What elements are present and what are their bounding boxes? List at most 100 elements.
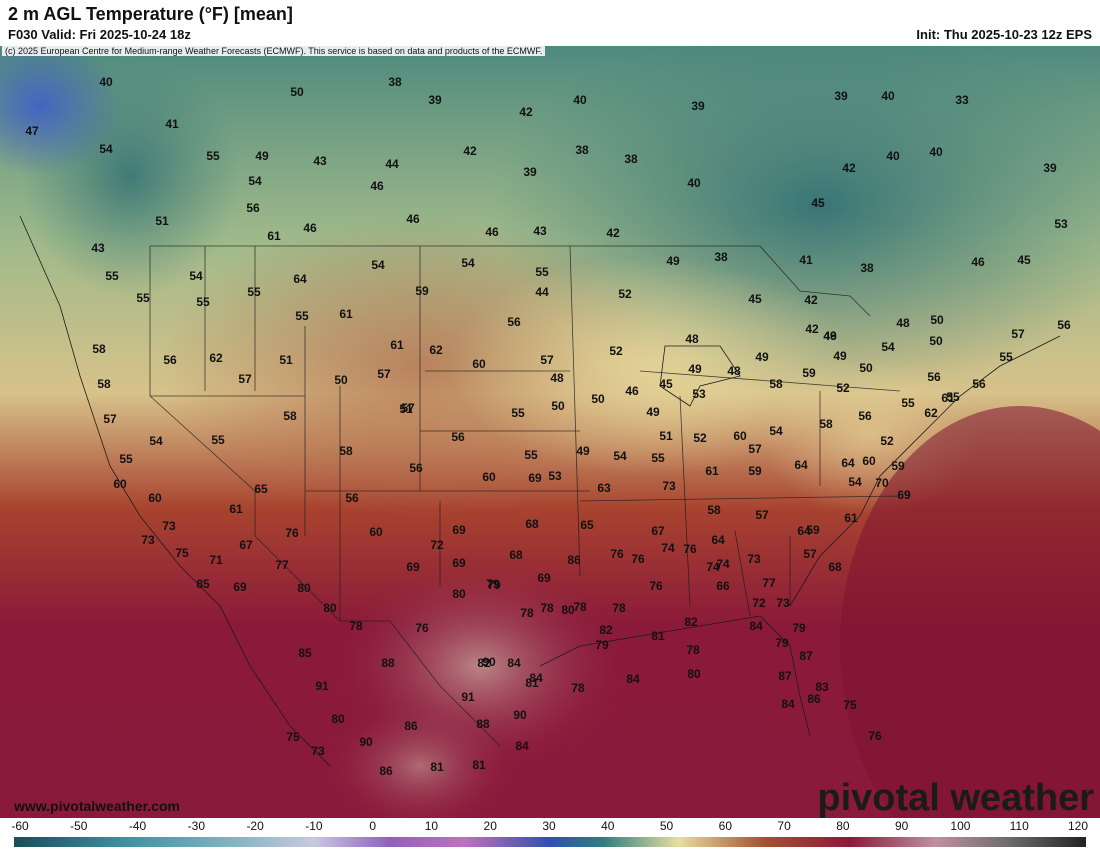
temperature-label: 91: [461, 690, 475, 704]
temperature-label: 55: [901, 396, 915, 410]
cold-region-bc: [0, 46, 120, 176]
temperature-label: 52: [609, 344, 623, 358]
temperature-label: 44: [385, 157, 399, 171]
temperature-label: 47: [25, 124, 39, 138]
temperature-label: 80: [561, 603, 575, 617]
temperature-label: 54: [848, 475, 862, 489]
temperature-label: 42: [804, 293, 818, 307]
temperature-label: 55: [136, 291, 150, 305]
temperature-label: 53: [548, 469, 562, 483]
temperature-label: 52: [693, 431, 707, 445]
temperature-label: 61: [705, 464, 719, 478]
temperature-label: 39: [523, 165, 537, 179]
temperature-label: 41: [165, 117, 179, 131]
temperature-label: 82: [599, 623, 613, 637]
temperature-label: 60: [369, 525, 383, 539]
temperature-label: 80: [687, 667, 701, 681]
site-url[interactable]: www.pivotalweather.com: [14, 798, 180, 814]
temperature-label: 38: [714, 250, 728, 264]
temperature-label: 76: [610, 547, 624, 561]
temperature-label: 55: [119, 452, 133, 466]
temperature-label: 75: [843, 698, 857, 712]
temperature-label: 73: [747, 552, 761, 566]
coastline-atlantic: [789, 335, 1061, 607]
scale-tick-label: -60: [11, 819, 29, 833]
temperature-label: 50: [929, 334, 943, 348]
temperature-label: 58: [819, 417, 833, 431]
temperature-label: 74: [661, 541, 675, 555]
temperature-label: 58: [339, 444, 353, 458]
ocean-atlantic: [840, 406, 1100, 818]
scale-tick-label: 80: [836, 819, 850, 833]
temperature-map[interactable]: (c) 2025 European Centre for Medium-rang…: [0, 46, 1100, 818]
border-lines: [149, 245, 901, 747]
temperature-label: 56: [451, 430, 465, 444]
temperature-label: 43: [91, 241, 105, 255]
temperature-label: 54: [189, 269, 203, 283]
temperature-label: 69: [233, 580, 247, 594]
temperature-label: 69: [537, 571, 551, 585]
temperature-label: 85: [298, 646, 312, 660]
temperature-label: 88: [476, 717, 490, 731]
temperature-label: 51: [659, 429, 673, 443]
temperature-label: 65: [580, 518, 594, 532]
temperature-label: 49: [833, 349, 847, 363]
temperature-label: 52: [618, 287, 632, 301]
temperature-label: 39: [428, 93, 442, 107]
temperature-label: 53: [1054, 217, 1068, 231]
scale-tick-label: 70: [777, 819, 791, 833]
temperature-label: 62: [209, 351, 223, 365]
temperature-label: 55: [211, 433, 225, 447]
temperature-label: 79: [595, 638, 609, 652]
coastline-pacific: [19, 215, 331, 767]
temperature-label: 80: [452, 587, 466, 601]
temperature-label: 67: [651, 524, 665, 538]
temperature-label: 50: [290, 85, 304, 99]
temperature-label: 90: [513, 708, 527, 722]
temperature-label: 39: [834, 89, 848, 103]
temperature-label: 85: [196, 577, 210, 591]
temperature-label: 42: [606, 226, 620, 240]
temperature-label: 60: [113, 477, 127, 491]
temperature-label: 56: [972, 377, 986, 391]
temperature-label: 61: [844, 511, 858, 525]
temperature-label: 55: [651, 451, 665, 465]
temperature-label: 84: [781, 697, 795, 711]
temperature-label: 84: [626, 672, 640, 686]
temperature-label: 44: [535, 285, 549, 299]
temperature-label: 49: [576, 444, 590, 458]
temperature-label: 81: [472, 758, 486, 772]
temperature-label: 72: [430, 538, 444, 552]
temperature-label: 40: [99, 75, 113, 89]
temperature-label: 56: [927, 370, 941, 384]
temperature-label: 76: [649, 579, 663, 593]
temperature-label: 56: [246, 201, 260, 215]
temperature-label: 76: [415, 621, 429, 635]
temperature-label: 91: [315, 679, 329, 693]
temperature-label: 55: [946, 390, 960, 404]
scale-tick-label: 120: [1067, 819, 1089, 833]
temperature-label: 78: [349, 619, 363, 633]
temperature-label: 49: [255, 149, 269, 163]
temperature-label: 73: [141, 533, 155, 547]
temperature-label: 64: [797, 524, 811, 538]
temperature-label: 69: [897, 488, 911, 502]
temperature-label: 40: [881, 89, 895, 103]
temperature-label: 56: [163, 353, 177, 367]
temperature-label: 58: [92, 342, 106, 356]
temperature-label: 57: [103, 412, 117, 426]
copyright-notice: (c) 2025 European Centre for Medium-rang…: [2, 46, 546, 56]
scale-tick-label: 50: [659, 819, 674, 833]
temperature-label: 57: [401, 401, 415, 415]
temperature-label: 86: [404, 719, 418, 733]
temperature-label: 40: [573, 93, 587, 107]
temperature-label: 38: [860, 261, 874, 275]
temperature-label: 60: [482, 470, 496, 484]
temperature-label: 76: [683, 542, 697, 556]
scale-tick-label: 40: [601, 819, 615, 833]
temperature-label: 55: [196, 295, 210, 309]
temperature-label: 61: [339, 307, 353, 321]
temperature-label: 56: [858, 409, 872, 423]
temperature-label: 78: [520, 606, 534, 620]
temperature-label: 40: [886, 149, 900, 163]
